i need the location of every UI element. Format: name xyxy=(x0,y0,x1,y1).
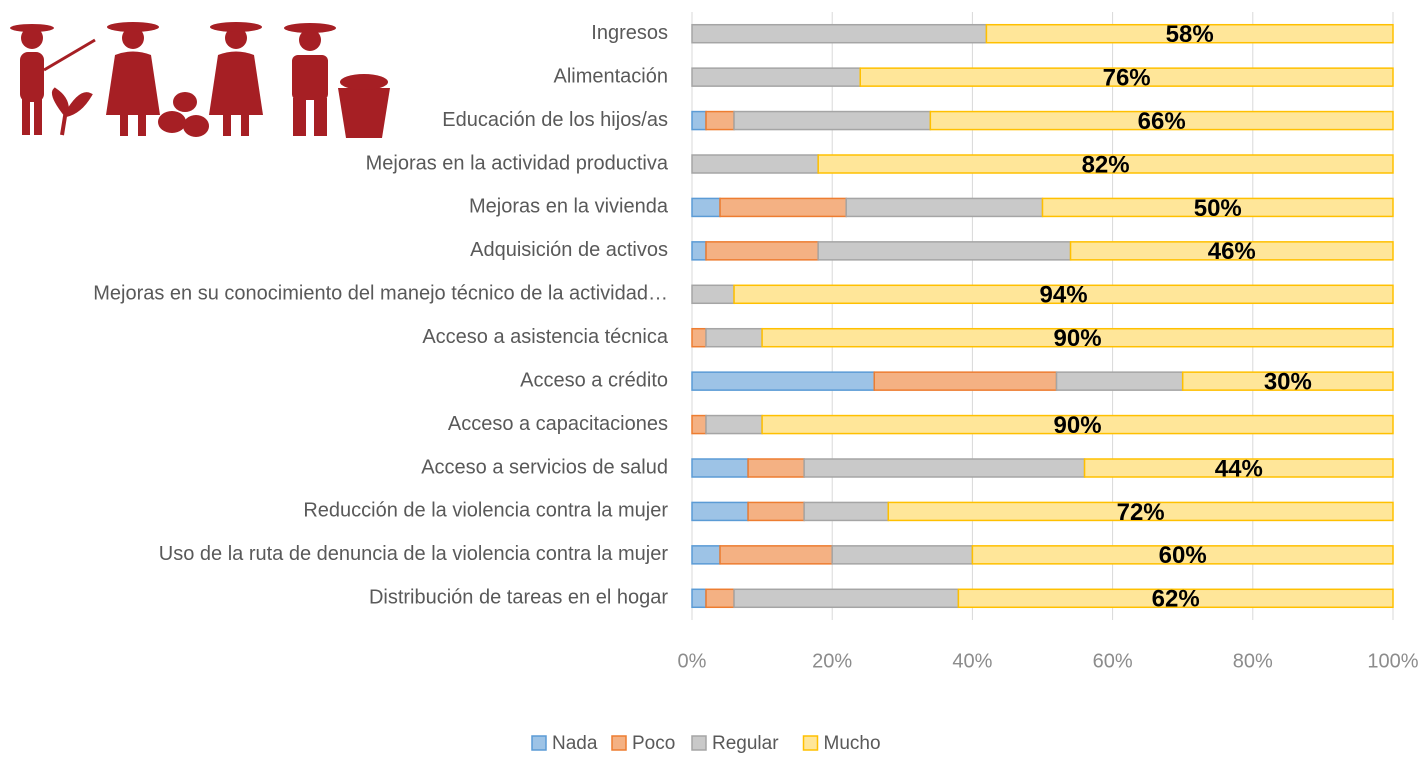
value-label: 50% xyxy=(1194,195,1242,222)
value-label: 90% xyxy=(1054,325,1102,352)
value-label: 90% xyxy=(1054,412,1102,439)
bar-segment xyxy=(691,154,819,174)
bar-segment xyxy=(747,458,805,478)
bar-segment xyxy=(733,588,960,609)
bar-segment xyxy=(733,110,932,131)
bar-segment xyxy=(691,545,721,565)
bar-segment xyxy=(705,414,763,435)
y-tick-label: Distribución de tareas en el hogar xyxy=(369,587,668,609)
value-label: 58% xyxy=(1166,21,1214,48)
bar-segment xyxy=(705,327,763,348)
bar-segment xyxy=(761,327,1394,348)
bar-segment xyxy=(705,110,735,131)
bar-segment xyxy=(803,501,890,522)
bar-segment xyxy=(803,458,1086,478)
bar-segment xyxy=(691,284,735,305)
bar-segment xyxy=(705,588,735,609)
legend-swatch xyxy=(531,735,547,751)
bar-segment xyxy=(1181,371,1394,391)
legend-label: Regular xyxy=(712,733,779,754)
legend-swatch xyxy=(691,735,707,751)
bar-segment xyxy=(817,241,1072,261)
x-tick-label: 20% xyxy=(812,650,852,672)
bar-segment xyxy=(691,110,707,131)
bar-segment xyxy=(1055,371,1184,391)
bar-segment xyxy=(691,241,707,261)
bar-segment xyxy=(691,458,749,478)
bar-segment xyxy=(691,327,707,348)
y-tick-label: Reducción de la violencia contra la muje… xyxy=(303,500,668,522)
y-tick-label: Acceso a servicios de salud xyxy=(421,456,668,478)
x-tick-label: 40% xyxy=(952,650,992,672)
x-tick-label: 0% xyxy=(678,650,707,672)
value-label: 60% xyxy=(1159,542,1207,569)
bar-segment xyxy=(1083,458,1394,478)
bar-segment xyxy=(747,501,805,522)
bar-segment xyxy=(691,371,876,391)
legend-label: Mucho xyxy=(824,733,881,754)
legend-swatch xyxy=(611,735,627,751)
value-label: 76% xyxy=(1103,64,1151,91)
bar-segment xyxy=(705,241,819,261)
value-label: 94% xyxy=(1040,282,1088,309)
y-tick-label: Acceso a crédito xyxy=(520,369,668,391)
y-tick-label: Adquisición de activos xyxy=(470,239,668,261)
value-label: 72% xyxy=(1117,499,1165,526)
bar-segment xyxy=(1041,197,1394,218)
bar-segment xyxy=(831,545,974,565)
decorative-icons xyxy=(10,22,390,138)
value-label: 66% xyxy=(1138,108,1186,135)
bar-segment xyxy=(845,197,1044,218)
bar-segment xyxy=(859,67,1394,87)
y-tick-label: Uso de la ruta de denuncia de la violenc… xyxy=(159,543,669,565)
bar-segment xyxy=(887,501,1394,522)
y-tick-label: Mejoras en la vivienda xyxy=(469,196,669,218)
bar-segment xyxy=(971,545,1394,565)
value-label: 30% xyxy=(1264,368,1312,395)
bar-segment xyxy=(691,414,707,435)
bar-segment xyxy=(929,110,1394,131)
bar-segment xyxy=(761,414,1394,435)
value-label: 82% xyxy=(1082,151,1130,178)
value-label: 46% xyxy=(1208,238,1256,265)
bar-segment xyxy=(691,197,721,218)
legend-swatch xyxy=(802,735,819,751)
bar-segment xyxy=(957,588,1394,609)
bar-segment xyxy=(873,371,1058,391)
x-tick-label: 80% xyxy=(1233,650,1273,672)
y-tick-label: Mejoras en la actividad productiva xyxy=(366,152,669,174)
bar-segment xyxy=(719,545,833,565)
legend-label: Nada xyxy=(552,733,598,754)
y-tick-label: Alimentación xyxy=(553,65,668,87)
y-tick-label: Educación de los hijos/as xyxy=(442,109,668,131)
bar-segment xyxy=(985,23,1394,44)
y-tick-label: Mejoras en su conocimiento del manejo té… xyxy=(93,283,668,305)
legend-label: Poco xyxy=(632,733,675,754)
bar-segment xyxy=(691,67,861,87)
bar-segment xyxy=(719,197,847,218)
y-tick-label: Acceso a asistencia técnica xyxy=(422,326,669,348)
y-tick-label: Ingresos xyxy=(591,22,668,44)
bar-segment xyxy=(691,588,707,609)
bar-segment xyxy=(817,154,1394,174)
y-tick-label: Acceso a capacitaciones xyxy=(448,413,668,435)
value-label: 44% xyxy=(1215,455,1263,482)
bar-segment xyxy=(1069,241,1394,261)
bar-segment xyxy=(691,23,988,44)
value-label: 62% xyxy=(1152,586,1200,613)
bar-segment xyxy=(691,501,749,522)
bar-segment xyxy=(733,284,1394,305)
x-tick-label: 100% xyxy=(1367,650,1418,672)
x-tick-label: 60% xyxy=(1093,650,1133,672)
